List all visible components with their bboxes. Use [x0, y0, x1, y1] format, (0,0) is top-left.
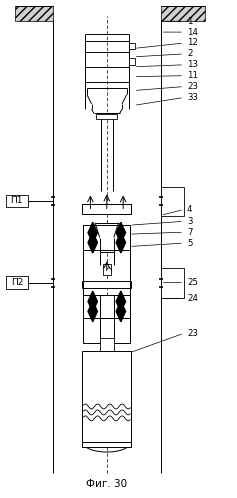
Bar [83, 318, 130, 343]
Polygon shape [88, 301, 97, 322]
Bar [96, 115, 117, 119]
Text: 12: 12 [187, 38, 198, 47]
Polygon shape [88, 291, 97, 312]
Text: 2: 2 [187, 49, 192, 58]
Text: 14: 14 [187, 27, 198, 36]
Bar [15, 6, 53, 21]
Bar [6, 276, 28, 289]
Text: 13: 13 [187, 60, 198, 69]
Polygon shape [116, 222, 126, 243]
Text: 23: 23 [187, 82, 198, 91]
Bar [161, 268, 184, 297]
Polygon shape [88, 232, 97, 253]
Polygon shape [116, 232, 126, 253]
Bar [129, 58, 135, 65]
Bar [100, 338, 114, 351]
Bar [82, 205, 131, 214]
Polygon shape [88, 222, 97, 243]
Text: 23: 23 [187, 329, 198, 338]
Text: 11: 11 [187, 71, 198, 80]
Bar [129, 43, 135, 49]
Text: П2: П2 [11, 278, 23, 287]
Bar [161, 6, 205, 21]
Bar [161, 187, 184, 216]
Bar [6, 195, 28, 207]
Text: П1: П1 [11, 197, 23, 206]
Text: 33: 33 [187, 93, 198, 102]
Bar [82, 351, 131, 447]
Text: 7: 7 [187, 228, 192, 237]
Text: 25: 25 [187, 278, 198, 287]
Bar [83, 294, 130, 318]
Text: 3: 3 [187, 217, 192, 226]
Polygon shape [116, 301, 126, 322]
Bar [103, 264, 111, 275]
Text: 1: 1 [187, 17, 192, 26]
Bar [83, 225, 130, 250]
Text: 24: 24 [187, 294, 198, 303]
Polygon shape [116, 291, 126, 312]
Text: 4: 4 [187, 205, 192, 214]
Text: Фиг. 30: Фиг. 30 [86, 479, 127, 489]
Bar [82, 281, 131, 288]
Text: 5: 5 [187, 239, 192, 248]
